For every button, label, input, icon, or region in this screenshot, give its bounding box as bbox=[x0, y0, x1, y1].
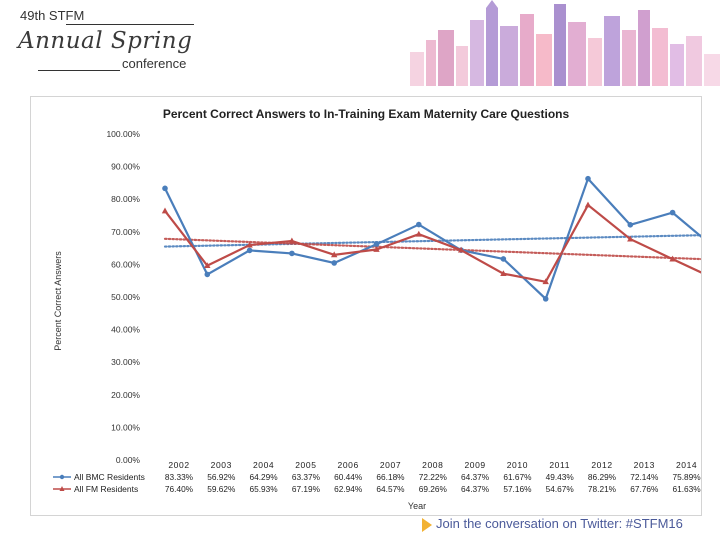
data-label: 72.14% bbox=[630, 472, 659, 482]
x-tick-label: 2012 bbox=[591, 460, 612, 470]
city-skyline-illustration bbox=[410, 0, 720, 86]
line-chart: Percent Correct Answers to In-Training E… bbox=[53, 107, 701, 511]
y-tick-label: 70.00% bbox=[111, 227, 140, 237]
data-point bbox=[246, 241, 253, 248]
data-point bbox=[669, 255, 676, 262]
x-tick-label: 2003 bbox=[211, 460, 232, 470]
data-label: 63.37% bbox=[292, 472, 321, 482]
data-point bbox=[331, 260, 338, 266]
data-label: 75.89% bbox=[673, 472, 701, 482]
conference-logo: 49th STFM Annual Spring conference bbox=[8, 8, 198, 74]
data-label: 56.92% bbox=[207, 472, 236, 482]
data-point bbox=[457, 246, 465, 253]
data-point bbox=[500, 270, 507, 277]
y-tick-label: 10.00% bbox=[111, 422, 140, 432]
data-label: 54.67% bbox=[546, 484, 575, 494]
y-tick-label: 50.00% bbox=[111, 292, 140, 302]
data-label: 67.76% bbox=[630, 484, 659, 494]
data-point bbox=[246, 247, 253, 254]
chart-title: Percent Correct Answers to In-Training E… bbox=[163, 107, 570, 121]
data-point bbox=[289, 250, 295, 257]
series-line bbox=[164, 176, 701, 301]
data-label: 83.33% bbox=[165, 472, 194, 482]
x-tick-label: 2010 bbox=[507, 460, 528, 470]
data-point bbox=[627, 222, 634, 228]
legend-marker bbox=[59, 474, 65, 480]
x-tick-label: 2006 bbox=[338, 460, 359, 470]
data-point bbox=[542, 296, 549, 302]
x-tick-label: 2011 bbox=[549, 460, 570, 470]
data-label: 78.21% bbox=[588, 484, 617, 494]
data-label: 65.93% bbox=[250, 484, 279, 494]
edition-label: 49th STFM bbox=[20, 8, 85, 23]
data-label: 64.57% bbox=[376, 484, 405, 494]
data-label: 67.19% bbox=[292, 484, 321, 494]
data-label: 62.94% bbox=[334, 484, 363, 494]
data-point bbox=[669, 209, 676, 216]
conference-title: Annual Spring bbox=[18, 28, 193, 54]
y-tick-label: 30.00% bbox=[111, 357, 140, 367]
legend-label: All BMC Residents bbox=[74, 472, 145, 482]
data-point bbox=[584, 201, 592, 208]
data-label: 61.63% bbox=[673, 484, 701, 494]
conference-subtitle: conference bbox=[122, 56, 187, 71]
twitter-banner-text: Join the conversation on Twitter: #STFM1… bbox=[436, 516, 683, 531]
y-tick-label: 20.00% bbox=[111, 390, 140, 400]
x-tick-label: 2014 bbox=[676, 460, 697, 470]
data-label: 64.37% bbox=[461, 472, 490, 482]
data-point bbox=[415, 230, 422, 237]
logo-divider bbox=[38, 70, 120, 71]
data-point bbox=[288, 237, 296, 244]
y-tick-label: 90.00% bbox=[111, 162, 140, 172]
y-tick-label: 60.00% bbox=[111, 259, 140, 269]
data-point bbox=[204, 262, 211, 269]
trendline bbox=[163, 237, 701, 261]
y-tick-label: 0.00% bbox=[116, 455, 141, 465]
trendline bbox=[163, 234, 701, 248]
data-label: 59.62% bbox=[207, 484, 236, 494]
data-label: 49.43% bbox=[546, 472, 575, 482]
data-label: 60.44% bbox=[334, 472, 363, 482]
data-label: 61.67% bbox=[503, 472, 532, 482]
y-tick-label: 100.00% bbox=[106, 129, 140, 139]
arrow-icon bbox=[422, 517, 432, 532]
data-point bbox=[542, 278, 549, 285]
data-label: 69.26% bbox=[419, 484, 448, 494]
y-tick-label: 40.00% bbox=[111, 325, 140, 335]
x-axis-label: Year bbox=[408, 501, 426, 511]
series-line bbox=[164, 203, 701, 284]
logo-divider bbox=[66, 24, 194, 25]
data-label: 57.16% bbox=[503, 484, 532, 494]
data-point bbox=[585, 175, 591, 182]
data-label: 86.29% bbox=[588, 472, 617, 482]
data-label: 64.37% bbox=[461, 484, 490, 494]
data-point bbox=[416, 221, 422, 228]
data-label: 76.40% bbox=[165, 484, 194, 494]
chart-frame: Percent Correct Answers to In-Training E… bbox=[30, 96, 702, 516]
data-label: 66.18% bbox=[376, 472, 405, 482]
data-point bbox=[161, 207, 169, 214]
legend-label: All FM Residents bbox=[74, 484, 138, 494]
data-point bbox=[331, 251, 338, 258]
y-tick-label: 80.00% bbox=[111, 194, 140, 204]
data-point bbox=[627, 235, 634, 242]
x-tick-label: 2013 bbox=[634, 460, 655, 470]
data-point bbox=[500, 256, 507, 262]
data-point bbox=[373, 246, 380, 252]
x-tick-label: 2007 bbox=[380, 460, 401, 470]
twitter-banner: Join the conversation on Twitter: #STFM1… bbox=[422, 516, 683, 536]
x-tick-label: 2009 bbox=[464, 460, 485, 470]
x-tick-label: 2005 bbox=[295, 460, 316, 470]
data-label: 72.22% bbox=[419, 472, 448, 482]
data-label: 64.29% bbox=[250, 472, 279, 482]
data-point bbox=[162, 185, 168, 192]
x-tick-label: 2002 bbox=[168, 460, 189, 470]
legend-marker bbox=[59, 486, 65, 491]
data-point bbox=[204, 271, 211, 278]
data-point bbox=[373, 241, 380, 248]
x-tick-label: 2008 bbox=[422, 460, 443, 470]
y-axis-label: Percent Correct Answers bbox=[53, 251, 63, 351]
x-tick-label: 2004 bbox=[253, 460, 274, 470]
